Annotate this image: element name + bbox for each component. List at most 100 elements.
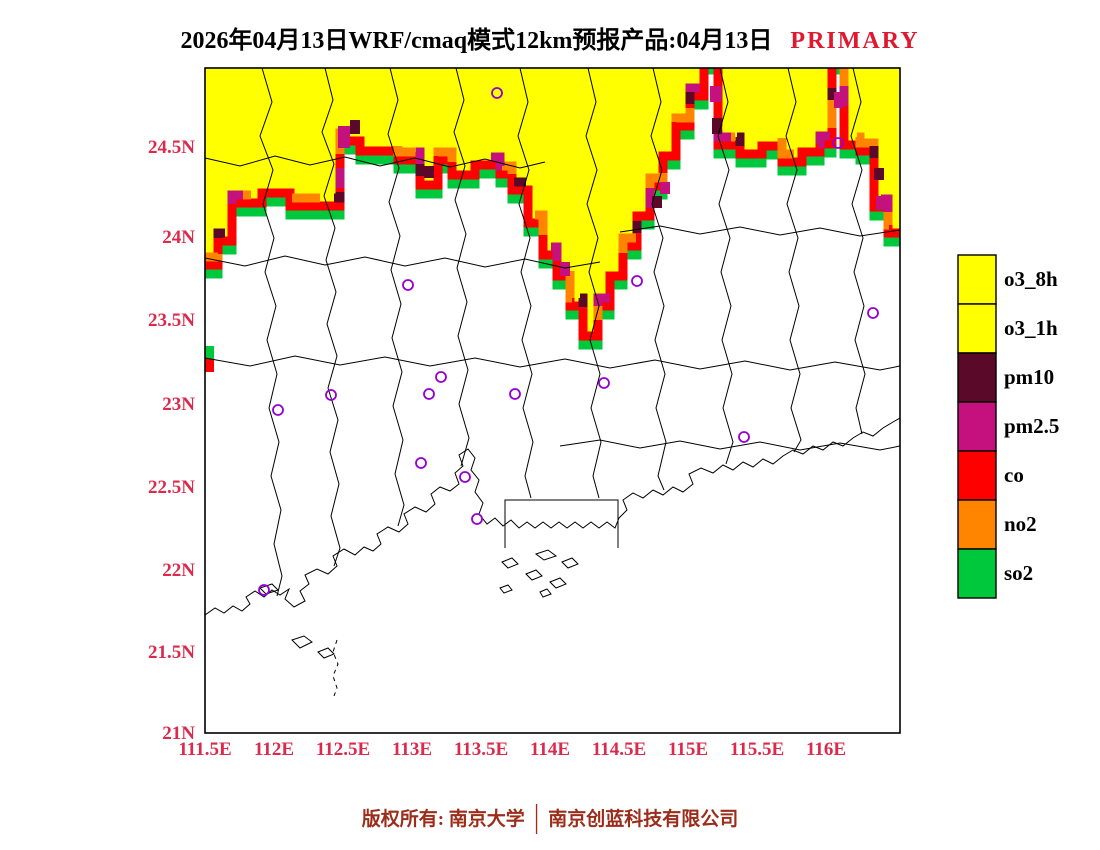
admin-boundary xyxy=(559,439,900,451)
copyright-footer: 版权所有: 南京大学 │ 南京创蓝科技有限公司 xyxy=(0,804,1100,833)
pollutant-cell xyxy=(424,166,434,178)
primary-tag: PRIMARY xyxy=(790,28,920,54)
legend-label: so2 xyxy=(1004,561,1033,585)
station-marker xyxy=(867,307,879,319)
copyright-company: 南京创蓝科技有限公司 xyxy=(548,809,739,830)
station-marker xyxy=(459,471,471,483)
pollutant-cell xyxy=(660,182,670,194)
lon-tick-label: 114E xyxy=(530,739,570,760)
legend-swatch-no2 xyxy=(957,499,997,550)
legend-swatch-pm10 xyxy=(957,352,997,403)
station-marker xyxy=(598,377,610,389)
legend-label: o3_8h xyxy=(1004,267,1058,291)
lon-tick-label: 112E xyxy=(254,739,294,760)
admin-boundary xyxy=(453,68,470,467)
legend-label: pm10 xyxy=(1004,365,1054,389)
lat-tick-label: 23.5N xyxy=(148,310,195,331)
station-marker xyxy=(325,389,337,401)
island-outline xyxy=(549,577,567,589)
footer-separator: │ xyxy=(529,805,544,833)
admin-boundary xyxy=(585,68,602,499)
legend-swatch-co xyxy=(957,450,997,501)
station-marker xyxy=(509,388,521,400)
lon-tick-label: 113.5E xyxy=(454,739,508,760)
lat-tick-label: 23N xyxy=(162,394,195,415)
admin-boundary xyxy=(850,68,866,435)
page-title: 2026年04月13日WRF/cmaq模式12km预报产品:04月13日 PRIM… xyxy=(35,20,1065,55)
admin-boundary xyxy=(205,155,546,169)
lat-tick-label: 24.5N xyxy=(148,137,195,158)
legend-swatch-so2 xyxy=(957,548,997,599)
copyright-owner: 版权所有: 南京大学 xyxy=(361,809,525,830)
station-marker xyxy=(435,371,447,383)
legend-label: co xyxy=(1004,463,1024,487)
pollutant-cell xyxy=(652,196,662,208)
map-layers xyxy=(205,68,900,697)
station-marker xyxy=(832,137,844,149)
island-outline xyxy=(534,549,558,561)
lon-tick-label: 111.5E xyxy=(178,739,231,760)
legend-label: pm2.5 xyxy=(1004,414,1059,438)
pollutant-cell xyxy=(834,92,844,108)
pollutant-cell xyxy=(560,262,570,276)
pollutant-cell xyxy=(350,120,360,134)
pm25-strip xyxy=(205,68,900,333)
island-outline xyxy=(317,647,335,659)
lon-tick-label: 112.5E xyxy=(316,739,370,760)
pollutant-cell xyxy=(338,126,350,148)
legend-swatch-pm2.5 xyxy=(957,401,997,452)
island-outline xyxy=(291,635,313,649)
lon-tick-label: 115.5E xyxy=(730,739,784,760)
admin-boundary xyxy=(517,68,534,499)
station-marker xyxy=(471,513,483,525)
legend-label: no2 xyxy=(1004,512,1037,536)
admin-boundary xyxy=(650,68,667,491)
lon-tick-label: 113E xyxy=(392,739,432,760)
title-text: 2026年04月13日WRF/cmaq模式12km预报产品:04月13日 xyxy=(180,28,773,54)
lat-tick-label: 21.5N xyxy=(148,642,195,663)
lat-tick-label: 21N xyxy=(162,723,195,744)
map-frame xyxy=(204,67,901,734)
admin-boundary xyxy=(205,355,900,371)
station-marker xyxy=(402,279,414,291)
legend-label: o3_1h xyxy=(1004,316,1058,340)
island-outline xyxy=(539,588,552,598)
lon-tick-label: 116E xyxy=(806,739,846,760)
station-marker xyxy=(631,275,643,287)
admin-boundary xyxy=(387,68,405,527)
island-outline xyxy=(501,557,519,569)
legend-swatch-o3_8h xyxy=(957,254,997,305)
station-marker xyxy=(258,584,270,596)
pollutant-cell xyxy=(205,346,214,359)
pollutant-cell xyxy=(874,168,884,180)
station-marker xyxy=(738,431,750,443)
legend-swatch-o3_1h xyxy=(957,303,997,354)
station-marker xyxy=(272,404,284,416)
admin-boundary xyxy=(321,68,341,567)
island-outline xyxy=(499,584,513,594)
lon-tick-label: 115E xyxy=(668,739,708,760)
dashed-boundary xyxy=(332,639,339,697)
admin-boundary xyxy=(259,68,283,597)
station-marker xyxy=(415,457,427,469)
station-marker xyxy=(491,87,503,99)
estuary-box xyxy=(504,499,619,548)
pollutant-cell xyxy=(205,359,214,372)
island-outline xyxy=(525,569,543,581)
lat-tick-label: 24N xyxy=(162,227,195,248)
lat-tick-label: 22N xyxy=(162,560,195,581)
island-outline xyxy=(561,557,579,569)
admin-boundary xyxy=(785,68,802,453)
co-strip xyxy=(205,68,900,341)
coastline xyxy=(205,417,900,616)
admin-boundary xyxy=(619,225,900,237)
pollutant-cell xyxy=(710,86,722,102)
pollutant-cell xyxy=(712,118,722,134)
admin-boundary xyxy=(717,68,734,465)
admin-boundary xyxy=(205,255,601,269)
lat-tick-label: 22.5N xyxy=(148,477,195,498)
lon-tick-label: 114.5E xyxy=(592,739,646,760)
station-marker xyxy=(423,388,435,400)
